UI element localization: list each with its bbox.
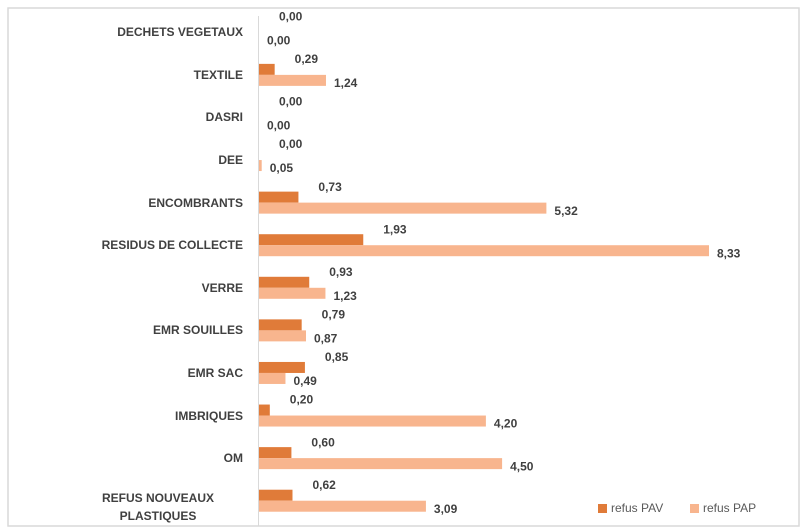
- bar: [259, 63, 275, 75]
- category-label: TEXTILE: [193, 67, 243, 82]
- value-label: 0,49: [293, 374, 317, 388]
- value-label: 0,00: [279, 137, 303, 151]
- category-label: IMBRIQUES: [174, 408, 243, 423]
- value-label: 4,20: [494, 417, 518, 431]
- value-label: 0,05: [270, 161, 294, 175]
- bar: [259, 245, 709, 257]
- category-label: DECHETS VEGETAUX: [117, 25, 243, 40]
- category-label: DASRI: [205, 110, 243, 125]
- category-label: EMR SOUILLES: [152, 323, 243, 338]
- bar: [259, 489, 293, 501]
- legend-swatch: [690, 504, 699, 513]
- bar: [259, 447, 292, 459]
- bar: [259, 202, 547, 214]
- legend: refus PAP: [703, 501, 756, 515]
- bar: [259, 500, 426, 512]
- bar: [259, 276, 310, 288]
- value-label: 1,24: [334, 76, 358, 90]
- value-label: 0,00: [279, 95, 303, 109]
- value-label: 5,32: [554, 204, 578, 218]
- bar: [259, 361, 305, 373]
- bar: [259, 287, 326, 299]
- bar: [259, 458, 503, 470]
- legend: refus PAV: [611, 501, 663, 515]
- bar: [259, 319, 302, 331]
- bar: [259, 330, 306, 342]
- bar: [259, 372, 286, 384]
- value-label: 0,20: [290, 393, 314, 407]
- chart-border: [7, 7, 800, 527]
- bar: [259, 160, 262, 172]
- category-label: OM: [223, 451, 243, 466]
- category-label: EMR SAC: [187, 365, 243, 380]
- category-label: VERRE: [201, 280, 243, 295]
- value-label: 0,87: [314, 332, 338, 346]
- value-label: 0,93: [329, 265, 353, 279]
- bar: [259, 191, 299, 203]
- value-label: 1,23: [333, 289, 357, 303]
- bar: [259, 404, 270, 416]
- bar: [259, 74, 326, 86]
- value-label: 1,93: [383, 222, 407, 236]
- category-label: REFUS NOUVEAUX PLASTIQUES: [101, 490, 214, 523]
- value-label: 0,73: [318, 180, 342, 194]
- value-label: 0,00: [267, 33, 291, 47]
- value-label: 0,00: [279, 9, 303, 23]
- value-label: 0,00: [267, 119, 291, 133]
- value-label: 0,62: [312, 478, 336, 492]
- bar: [259, 415, 486, 427]
- value-label: 8,33: [717, 246, 741, 260]
- value-label: 0,85: [325, 350, 349, 364]
- bar: [259, 234, 364, 246]
- value-label: 4,50: [510, 459, 534, 473]
- value-label: 3,09: [434, 502, 458, 516]
- category-label: RESIDUS DE COLLECTE: [101, 238, 243, 253]
- value-label: 0,79: [322, 308, 346, 322]
- value-label: 0,29: [295, 52, 319, 66]
- value-label: 0,60: [311, 435, 335, 449]
- legend-swatch: [598, 504, 607, 513]
- category-label: ENCOMBRANTS: [148, 195, 243, 210]
- category-label: DEE: [218, 153, 243, 168]
